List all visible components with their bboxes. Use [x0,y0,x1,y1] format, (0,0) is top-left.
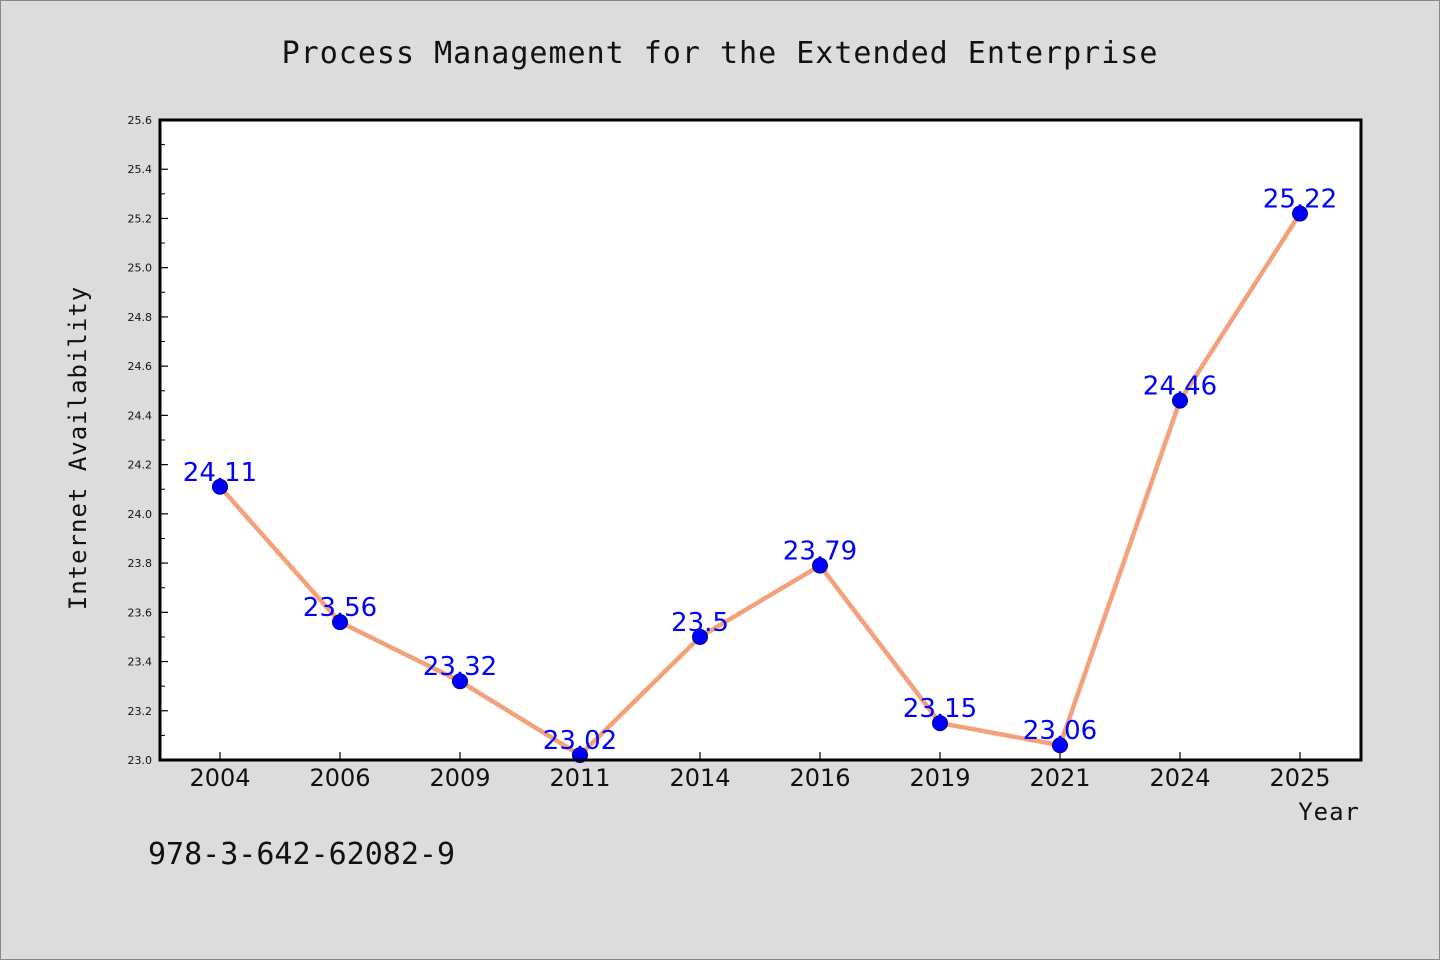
x-tick-label: 2004 [189,764,250,792]
data-label-layer: 24.11 23.56 23.32 23.02 23.5 23.79 23.15 23.06 2… [183,185,1337,757]
y-tick-label: 23.0 [128,754,153,767]
data-point [452,673,468,690]
data-point [1052,737,1068,754]
x-tick-label: 2025 [1269,764,1330,792]
x-axis-ticks: 2004 2006 2009 2011 2014 2016 2019 2021 2024 2025 [189,752,1331,792]
x-axis-label: Year [1298,798,1360,826]
y-tick-label: 24.6 [128,360,153,373]
plot-frame [158,118,1363,762]
series-line [217,211,1303,758]
y-tick-label: 25.2 [128,212,153,225]
data-point [1172,392,1188,409]
y-tick-label: 24.2 [128,459,153,472]
data-label: 23.02 [543,726,617,756]
data-point [332,614,348,631]
plot-area [160,120,1361,760]
data-label: 24.11 [183,458,257,488]
data-label: 23.32 [423,652,497,682]
data-point [692,628,708,645]
y-tick-label: 24.8 [128,311,153,324]
data-point [1292,205,1308,222]
x-tick-label: 2024 [1149,764,1210,792]
data-label: 23.5 [671,608,729,638]
y-tick-label: 23.4 [128,656,153,669]
y-tick-label: 25.4 [128,163,153,176]
y-tick-label: 23.6 [128,606,153,619]
x-tick-label: 2016 [789,764,850,792]
x-tick-label: 2021 [1029,764,1090,792]
y-axis-label: Internet Availability [64,286,92,610]
data-point [212,478,228,495]
data-label: 23.56 [303,593,377,623]
x-tick-label: 2014 [669,764,730,792]
y-tick-label: 25.6 [128,114,153,127]
data-label: 25.22 [1263,185,1337,215]
data-label: 23.15 [903,694,977,724]
y-tick-label: 23.2 [128,705,153,718]
data-point [812,557,828,574]
data-label: 23.79 [783,537,857,567]
x-tick-label: 2006 [309,764,370,792]
y-tick-label: 23.8 [128,557,153,570]
x-tick-label: 2009 [429,764,490,792]
data-label: 23.06 [1023,716,1097,746]
series-layer [212,205,1308,764]
footer-code: 978-3-642-62082-9 [148,837,455,872]
chart-title: Process Management for the Extended Ente… [282,36,1159,71]
y-tick-label: 25.0 [128,262,153,275]
data-point [932,715,948,732]
x-tick-label: 2019 [909,764,970,792]
y-tick-label: 24.4 [128,409,153,422]
x-tick-label: 2011 [549,764,610,792]
y-tick-label: 24.0 [128,508,153,521]
data-label: 24.46 [1143,372,1217,402]
